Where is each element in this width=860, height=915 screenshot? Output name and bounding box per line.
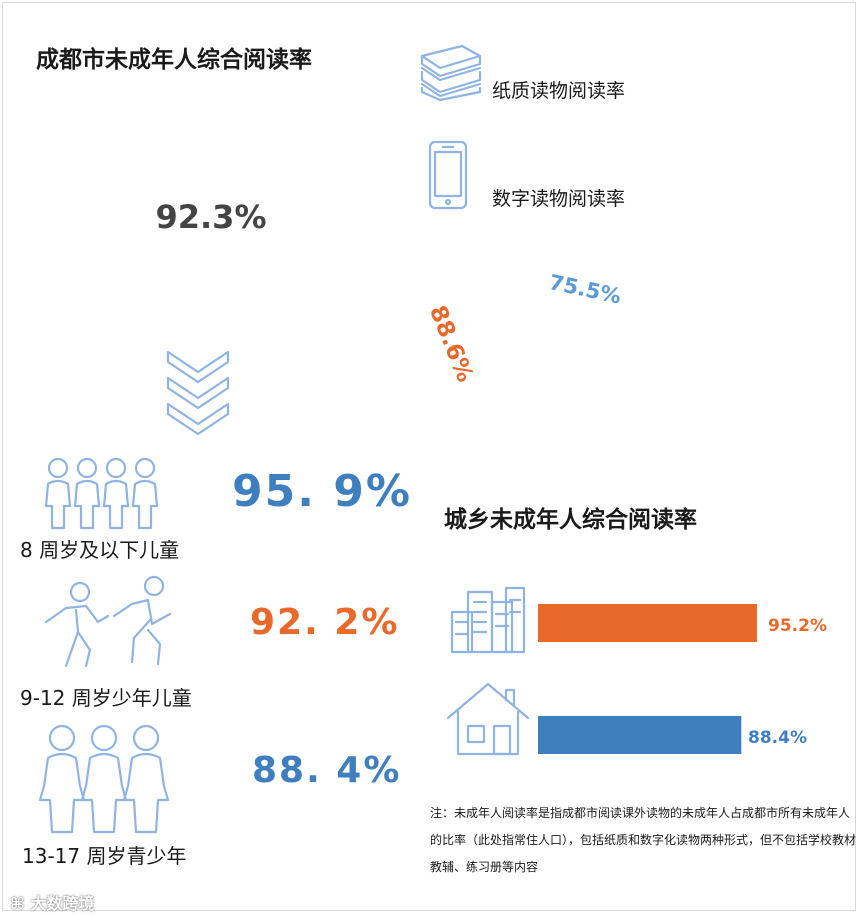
urban-rural-bar-chart	[538, 604, 757, 754]
age-group-2-value: 92. 2%	[250, 602, 400, 643]
urban-bar	[538, 604, 757, 642]
city-buildings-icon	[450, 586, 526, 654]
chevron-down-icon	[166, 350, 230, 436]
house-icon	[446, 682, 530, 756]
age-group-3-label: 13-17 周岁青少年	[22, 844, 187, 868]
rural-value: 88.4%	[748, 728, 807, 748]
digital-arc	[556, 138, 756, 339]
urban-value: 95.2%	[768, 616, 827, 636]
age-group-2-label: 9-12 周岁少年儿童	[20, 686, 192, 710]
age-group-3-value: 88. 4%	[252, 750, 402, 791]
paper-legend-label: 纸质读物阅读率	[492, 80, 626, 102]
urban-rural-title: 城乡未成年人综合阅读率	[444, 507, 697, 533]
children-group-icon	[44, 457, 159, 530]
age-group-1-label: 8 周岁及以下儿童	[20, 538, 180, 562]
overall-value: 92.3%	[155, 198, 267, 236]
footnote: 注：未成年人阅读率是指成都市阅读课外读物的未成年人占成都市所有未成年人的比率（此…	[430, 806, 857, 874]
teenagers-icon	[38, 724, 170, 834]
watermark: ⌘ 大数跨境	[10, 890, 94, 914]
age-group-1-value: 95. 9%	[232, 466, 412, 517]
books-icon	[420, 44, 482, 102]
rural-bar	[538, 716, 742, 754]
watermark-text: 大数跨境	[30, 894, 95, 913]
watermark-logo-icon: ⌘	[10, 894, 25, 913]
paper-arc	[459, 42, 852, 434]
digital-legend-label: 数字读物阅读率	[492, 188, 626, 210]
overall-title: 成都市未成年人综合阅读率	[36, 47, 312, 73]
phone-icon	[428, 140, 468, 210]
running-kids-icon	[44, 575, 172, 668]
overall-arc	[101, 112, 322, 332]
